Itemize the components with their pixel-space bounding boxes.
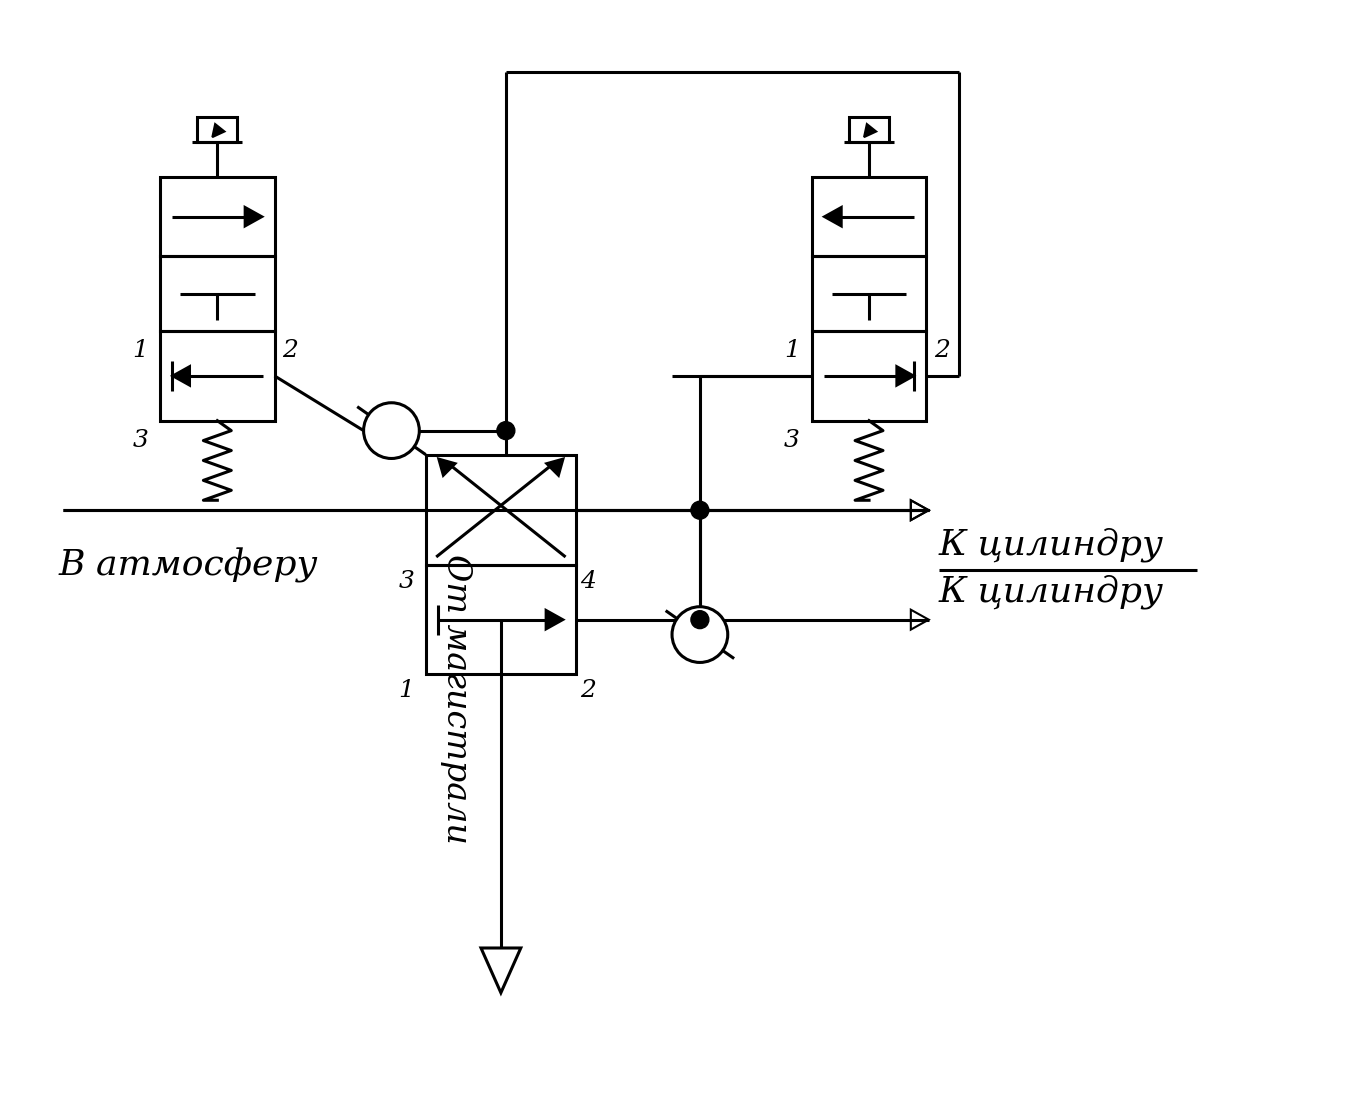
Polygon shape: [864, 124, 876, 137]
Text: От магистрали: От магистрали: [441, 554, 472, 845]
Text: 1: 1: [399, 679, 415, 702]
Circle shape: [496, 422, 515, 439]
Text: 3: 3: [784, 428, 800, 452]
Text: В атмосферу: В атмосферу: [58, 548, 317, 583]
Text: 2: 2: [934, 339, 951, 362]
Polygon shape: [172, 365, 190, 385]
Polygon shape: [823, 206, 842, 226]
Polygon shape: [546, 458, 564, 476]
Polygon shape: [438, 458, 456, 476]
Text: 3: 3: [399, 570, 415, 593]
Bar: [812, 177, 926, 256]
Polygon shape: [896, 365, 914, 385]
Bar: [426, 565, 575, 675]
Bar: [812, 331, 926, 421]
Text: 1: 1: [784, 339, 800, 362]
Circle shape: [673, 607, 728, 662]
Text: К цилиндру: К цилиндру: [938, 574, 1163, 609]
Circle shape: [692, 611, 709, 628]
Text: 2: 2: [282, 339, 298, 362]
Bar: [812, 256, 926, 331]
Text: 4: 4: [580, 570, 597, 593]
Bar: [426, 456, 575, 565]
Circle shape: [692, 501, 709, 519]
Bar: [160, 177, 274, 256]
Text: 1: 1: [133, 339, 148, 362]
Text: К цилиндру: К цилиндру: [938, 528, 1163, 562]
Bar: [160, 256, 274, 331]
Bar: [160, 331, 274, 421]
Bar: [198, 117, 237, 142]
Polygon shape: [545, 609, 564, 629]
Circle shape: [363, 403, 419, 458]
Text: 3: 3: [133, 428, 148, 452]
Text: 2: 2: [580, 679, 597, 702]
Polygon shape: [244, 206, 263, 226]
Bar: [849, 117, 890, 142]
Polygon shape: [213, 124, 225, 137]
